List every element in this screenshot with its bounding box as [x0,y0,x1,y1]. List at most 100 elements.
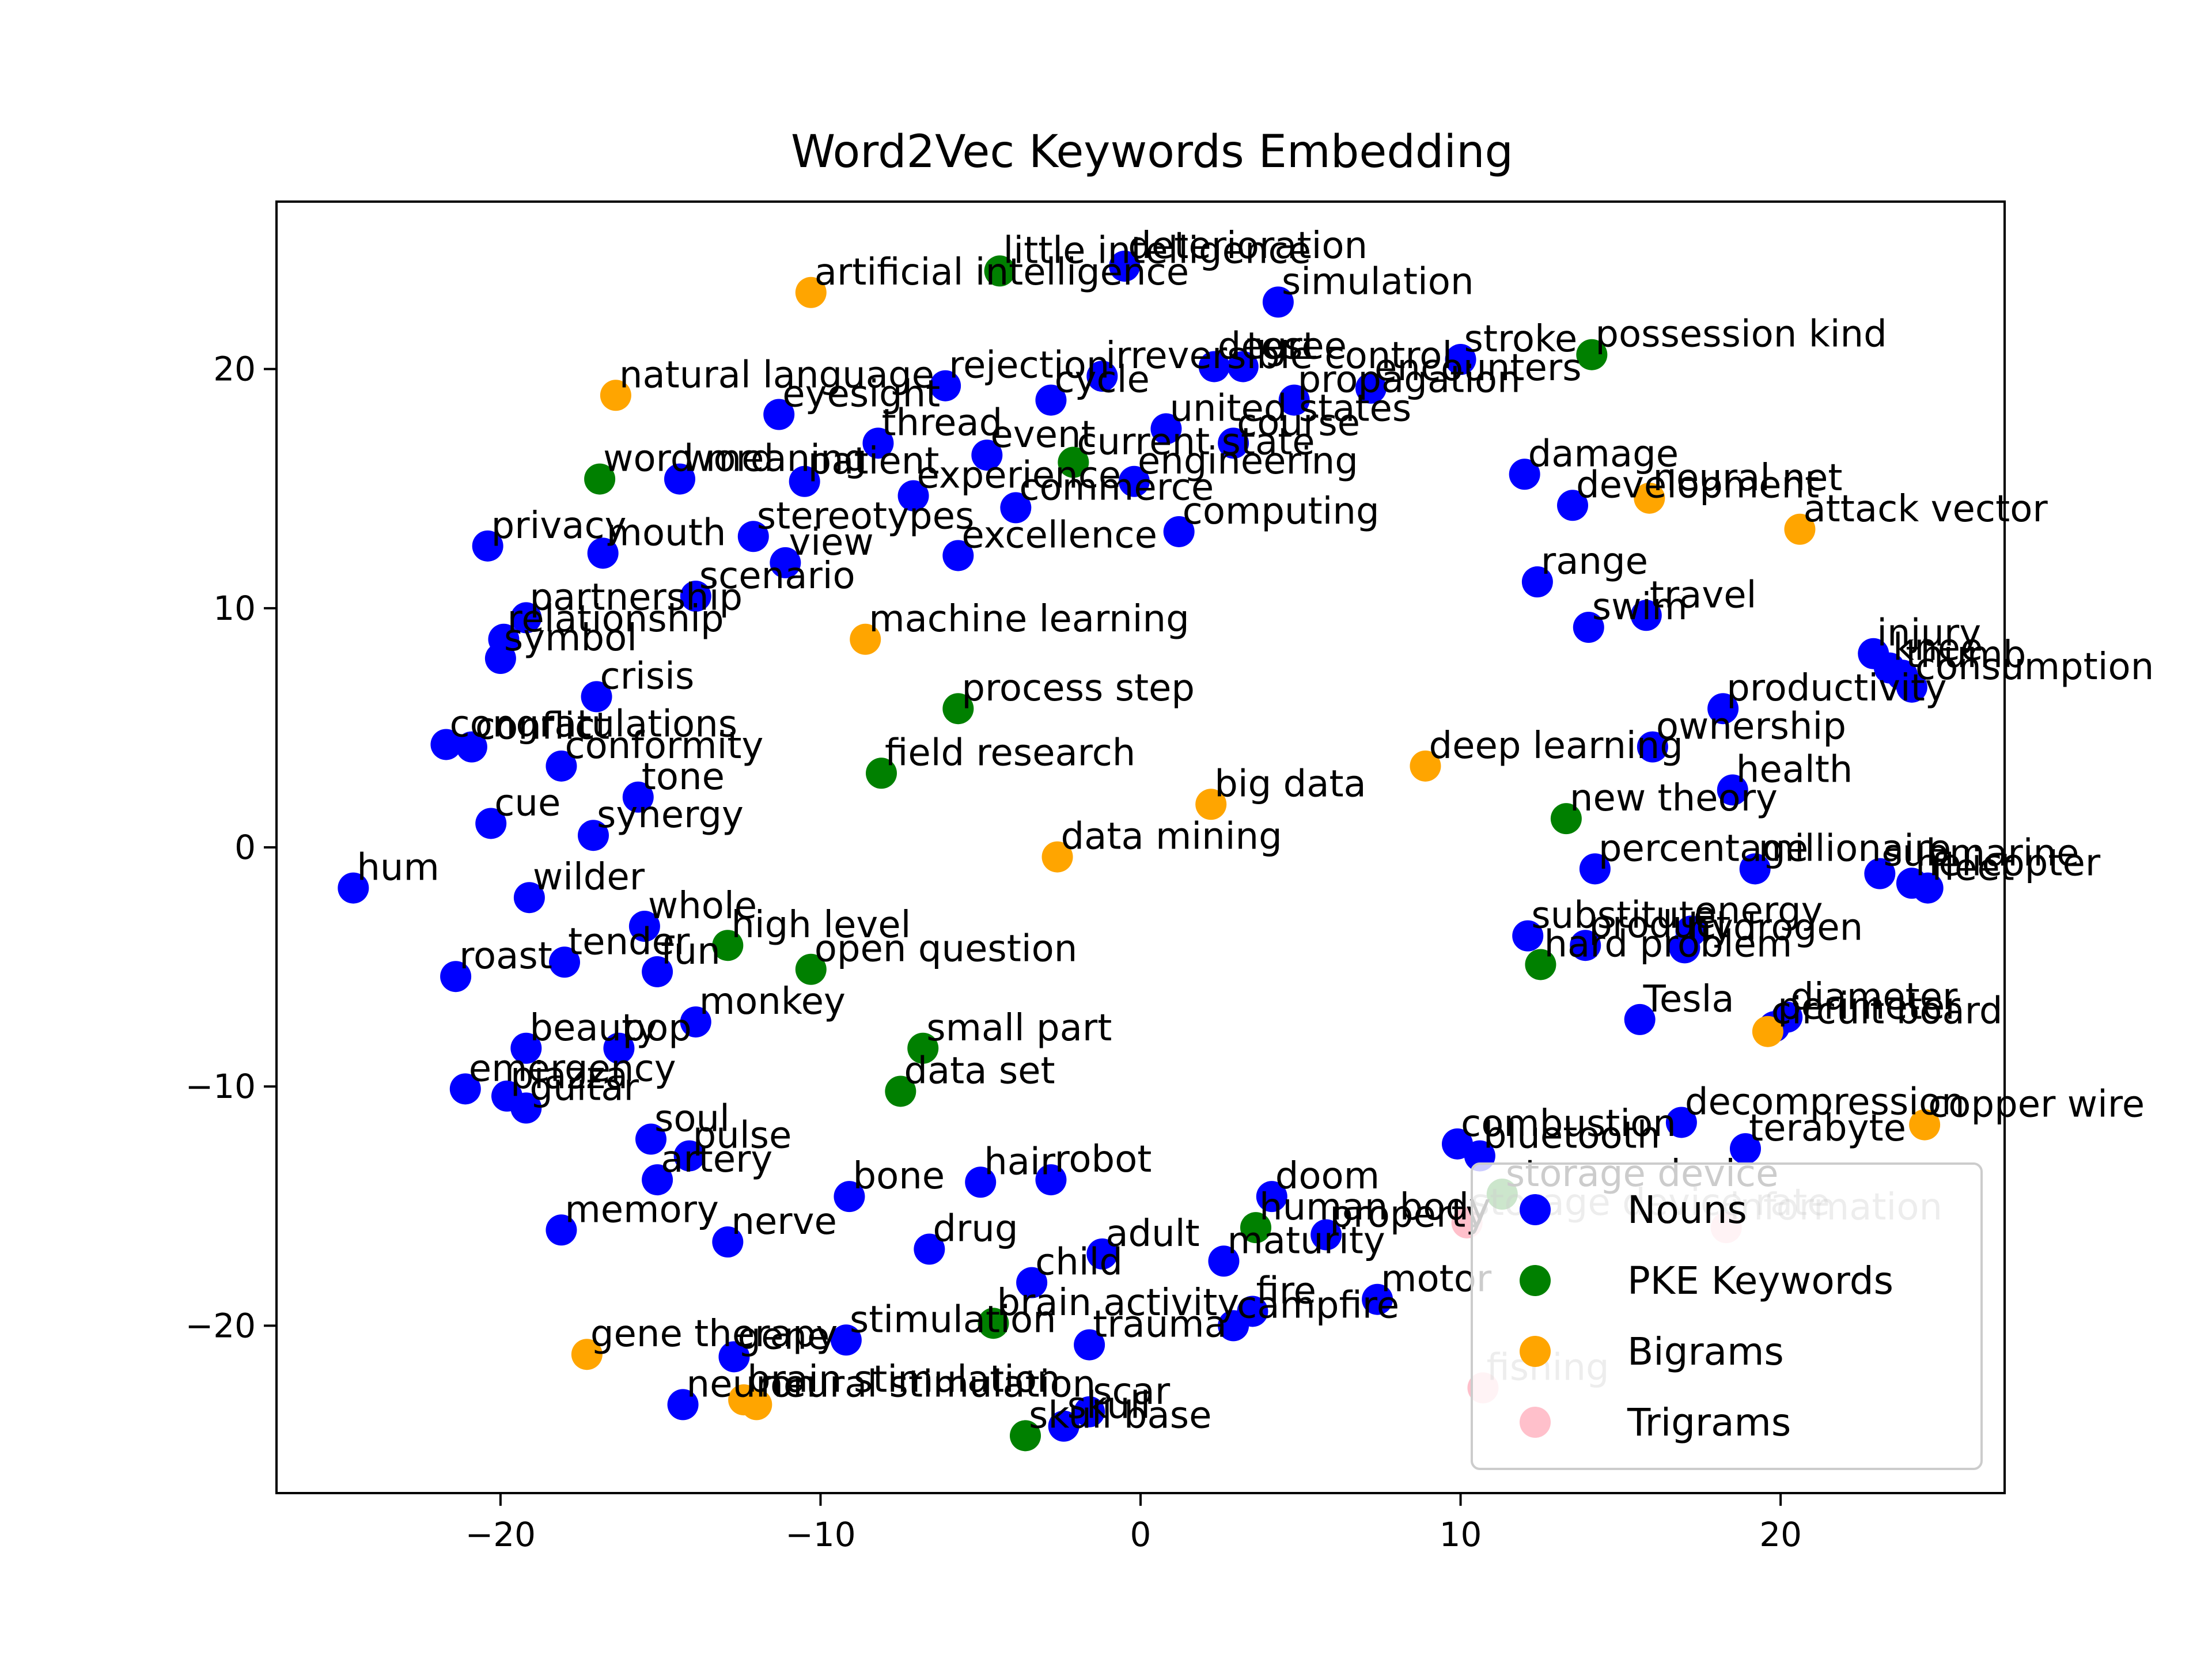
point-nouns-event [971,440,1003,471]
point-label-relationship: relationship [507,598,724,641]
point-label-productivity: productivity [1726,667,1947,710]
point-label-brain-activity: brain activity [997,1282,1239,1324]
point-nouns-decompression [1665,1107,1697,1138]
point-nouns-hydrogen [1669,932,1700,964]
point-label-health: health [1736,748,1853,791]
point-label-cycle: cycle [1054,359,1149,402]
point-label-nerve: nerve [731,1200,837,1243]
legend: Nouns PKE Keywords Bigrams Trigrams [1471,1162,1983,1470]
axes-ticks: −20 −10 0 10 20 −20 −10 0 10 20 [185,350,1802,1554]
point-nouns-whole [628,911,660,942]
point-label-propagation: propagation [1298,359,1521,402]
point-label-neural-stimulation: neural stimulation [760,1363,1096,1406]
point-label-perimeter: perimeter [1778,985,1960,1028]
point-label-fun: fun [661,930,721,973]
point-label-data-mining: data mining [1061,816,1282,858]
point-nouns-view [770,547,801,578]
point-label-decompression: decompression [1685,1081,1965,1123]
point-label-campfire: campfire [1237,1284,1399,1327]
point-label-crisis: crisis [600,655,695,698]
point-label-stroke: stroke [1464,318,1578,361]
point-label-skull: skull [1067,1385,1151,1427]
point-nouns-beauty [510,1032,542,1064]
point-label-travel: travel [1650,574,1757,616]
y-tick-label: −20 [185,1306,256,1345]
point-label-human-body: human body [1259,1186,1491,1229]
point-label-conformity: conformity [565,725,763,767]
point-nouns-mouth [587,537,619,569]
point-label-emergency: emergency [469,1047,676,1090]
point-nouns-ownership [1637,731,1668,763]
point-label-fleet: fleet [1931,847,2014,889]
point-nouns-monkey [680,1006,711,1038]
point-label-test: test [1247,325,1317,368]
point-label-high-level: high level [731,904,911,946]
point-bigrams-data-mining [1041,841,1073,873]
point-label-gene: gene [737,1315,830,1358]
point-label-bluetooth: bluetooth [1483,1115,1660,1157]
point-nouns-hair [965,1166,997,1198]
point-label-submarine: submarine [1883,832,2079,875]
point-nouns-thread [862,427,894,459]
point-pke-keywords-field-research [866,757,897,789]
x-tick-label: −10 [785,1515,855,1554]
point-label-skull-base: skull base [1029,1394,1211,1437]
point-nouns-wilder [513,882,545,914]
point-label-diameter: diameter [1790,976,1958,1018]
point-nouns-experience [897,480,929,512]
point-nouns-memory [546,1214,577,1246]
point-label-natural-language: natural language [619,354,934,396]
point-label-deep-learning: deep learning [1429,725,1683,767]
point-nouns-computing [1163,516,1195,547]
point-label-product: product [1589,904,1730,946]
point-label-view: view [789,521,873,564]
point-nouns-excellence [942,540,974,571]
point-nouns-child [1016,1267,1048,1298]
point-label-synergy: synergy [597,794,744,836]
point-label-computing: computing [1183,490,1380,533]
point-label-consumption: consumption [1915,646,2154,688]
point-label-soul: soul [654,1098,730,1141]
point-label-range: range [1541,540,1648,583]
legend-marker-bigrams [1520,1336,1551,1367]
point-label-stereotypes: stereotypes [757,495,975,537]
point-nouns-cue [475,808,507,839]
point-pke-keywords-word-meaning [584,463,616,495]
point-label-adult: adult [1105,1213,1199,1255]
point-label-damage: damage [1528,433,1679,475]
point-label-memory: memory [565,1188,718,1231]
legend-label-trigrams: Trigrams [1627,1400,1791,1445]
point-nouns-campfire [1218,1310,1249,1342]
point-bigrams-gene-therapy [571,1339,603,1370]
point-label-helicopter: helicopter [1915,842,2101,884]
point-bigrams-circuit-board [1752,1016,1783,1047]
point-nouns-stimulation [830,1324,862,1356]
point-label-injury: injury [1877,612,1981,655]
point-nouns-guitar [510,1092,542,1124]
point-label-copper-wire: copper wire [1928,1084,2145,1126]
y-tick-label: 0 [234,828,256,867]
point-label-encounters: encounters [1374,347,1582,389]
point-label-thread: thread [881,402,1002,444]
point-pke-keywords-small-part [907,1032,939,1064]
point-label-course: course [1237,402,1360,444]
point-pke-keywords-skull-base [1010,1420,1041,1452]
point-label-mouth: mouth [607,512,726,554]
point-label-hard-problem: hard problem [1544,923,1792,965]
point-label-terabyte: terabyte [1749,1107,1906,1150]
legend-entries: Nouns PKE Keywords Bigrams Trigrams [1520,1188,1893,1445]
point-pke-keywords-possession-kind [1576,339,1608,370]
point-label-word-meaning: word meaning [603,438,867,480]
point-bigrams-deep-learning [1410,750,1441,782]
point-label-scenario: scenario [699,555,855,597]
point-label-energy: energy [1695,889,1823,932]
point-label-knee: knee [1893,627,1983,669]
point-nouns-stroke [1445,344,1476,376]
point-nouns-product [1570,930,1601,961]
point-label-little-intelligence: little intelligence [1003,229,1312,272]
point-nouns-pulse [673,1140,705,1172]
point-label-combustion: combustion [1461,1103,1676,1145]
point-nouns-united-states [1150,413,1182,445]
chart-title: Word2Vec Keywords Embedding [791,126,1513,178]
point-label-current-state: current state [1077,421,1315,464]
